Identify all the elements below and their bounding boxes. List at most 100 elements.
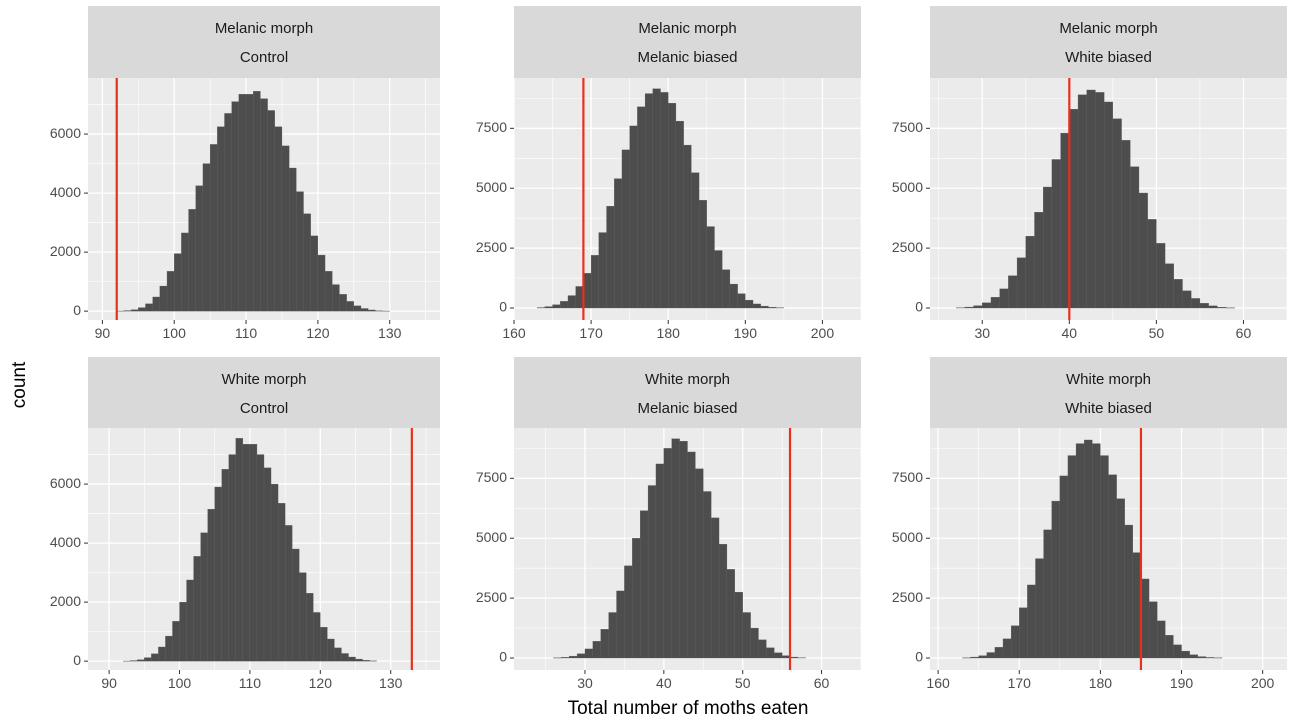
x-tick-label: 200 <box>1251 675 1275 691</box>
histogram-bar <box>569 655 578 659</box>
histogram-bar <box>729 283 738 309</box>
histogram-bar <box>1108 474 1117 659</box>
histogram-bar <box>253 91 261 312</box>
histogram-bar <box>317 254 326 312</box>
histogram-bar <box>207 509 215 662</box>
y-tick-label: 7500 <box>476 119 507 135</box>
facet-strip <box>930 357 1287 428</box>
histogram-bar <box>711 517 720 659</box>
histogram-bar <box>616 590 625 659</box>
x-tick-label: 160 <box>502 325 526 341</box>
histogram-bar <box>621 149 630 309</box>
histogram-bar <box>267 110 275 312</box>
histogram-bar <box>1217 307 1227 309</box>
histogram-bar <box>1182 290 1192 309</box>
histogram-bar <box>560 301 569 309</box>
histogram-bar <box>200 532 208 662</box>
histogram-bar <box>299 572 307 662</box>
y-tick-label: 2000 <box>50 593 81 609</box>
y-tick-label: 2000 <box>50 243 81 259</box>
y-tick-label: 7500 <box>892 469 923 485</box>
histogram-bar <box>544 306 553 309</box>
y-tick-label: 0 <box>499 649 507 665</box>
x-tick-label: 60 <box>814 675 830 691</box>
histogram-bar <box>652 88 661 309</box>
histogram-bar <box>145 303 153 312</box>
histogram-bar <box>138 307 146 312</box>
histogram-bar <box>292 548 300 662</box>
histogram-bar <box>698 200 707 309</box>
strip-label-treatment: White biased <box>1065 400 1152 417</box>
histogram-bar <box>668 103 677 309</box>
histogram-bar <box>671 438 680 659</box>
x-tick-label: 110 <box>235 325 258 341</box>
histogram-bar <box>745 299 754 309</box>
histogram-bar <box>235 438 244 662</box>
histogram-bar <box>703 491 712 659</box>
histogram-bar <box>758 639 767 659</box>
histogram-bar <box>1124 524 1133 659</box>
facet-strip <box>514 357 861 428</box>
histogram-bar <box>606 206 615 309</box>
histogram-bar <box>567 295 576 309</box>
histogram-bar <box>1116 498 1125 659</box>
histogram-bar <box>695 468 704 659</box>
histogram-bar <box>1016 257 1026 309</box>
histogram-bar <box>660 92 669 309</box>
histogram-bar <box>353 305 362 312</box>
histogram-bar <box>214 486 222 662</box>
histogram-bar <box>202 163 211 312</box>
histogram-bar <box>726 569 735 659</box>
histogram-bar <box>324 271 333 312</box>
y-tick-label: 0 <box>73 302 81 318</box>
histogram-bar <box>629 125 638 309</box>
histogram-bar <box>590 255 599 309</box>
histogram-bar <box>151 653 159 662</box>
histogram-bar <box>608 612 617 659</box>
histogram-bar <box>1043 529 1052 659</box>
histogram-bar <box>1035 558 1044 659</box>
histogram-bar <box>1156 243 1166 309</box>
histogram-bar <box>209 144 218 312</box>
x-tick-label: 90 <box>95 325 111 341</box>
histogram-bar <box>1084 439 1093 659</box>
histogram-bar <box>714 250 723 309</box>
histogram-bar <box>1140 578 1150 659</box>
histogram-bar <box>706 226 715 309</box>
x-tick-label: 100 <box>163 325 187 341</box>
facet-panel: White morph Control 90 100 110 120 130 0 2000 400… <box>50 357 440 691</box>
histogram-bar <box>339 294 347 312</box>
histogram-bar <box>1095 92 1105 309</box>
x-tick-label: 130 <box>378 325 402 341</box>
histogram-bar <box>159 285 168 312</box>
histogram-bar <box>986 652 996 659</box>
histogram-bar <box>130 660 138 662</box>
y-tick-label: 5000 <box>892 179 923 195</box>
histogram-bar <box>999 288 1009 309</box>
histogram-bar <box>1130 166 1140 309</box>
histogram-bar <box>181 232 189 312</box>
histogram-bar <box>718 544 728 659</box>
x-tick-label: 130 <box>379 675 403 691</box>
histogram-bar <box>722 269 731 309</box>
histogram-bar <box>1092 443 1101 659</box>
histogram-bar <box>990 297 1000 309</box>
histogram-bar <box>614 178 623 309</box>
histogram-bar <box>313 612 321 662</box>
histogram-bar <box>583 273 592 309</box>
histogram-bar <box>691 172 700 309</box>
x-tick-label: 160 <box>926 675 950 691</box>
histogram-bar <box>982 302 992 309</box>
histogram-bar <box>242 444 251 662</box>
histogram-bar <box>973 305 983 309</box>
histogram-bar <box>179 601 187 662</box>
histogram-bar <box>306 593 314 662</box>
x-tick-label: 170 <box>579 325 603 341</box>
histogram-bar <box>1147 219 1157 309</box>
histogram-bar <box>1043 186 1053 309</box>
histogram-bar <box>1138 192 1148 309</box>
x-tick-label: 110 <box>239 675 262 691</box>
histogram-bar <box>644 93 653 309</box>
histogram-bar <box>166 271 175 312</box>
histogram-bar <box>1181 650 1190 659</box>
